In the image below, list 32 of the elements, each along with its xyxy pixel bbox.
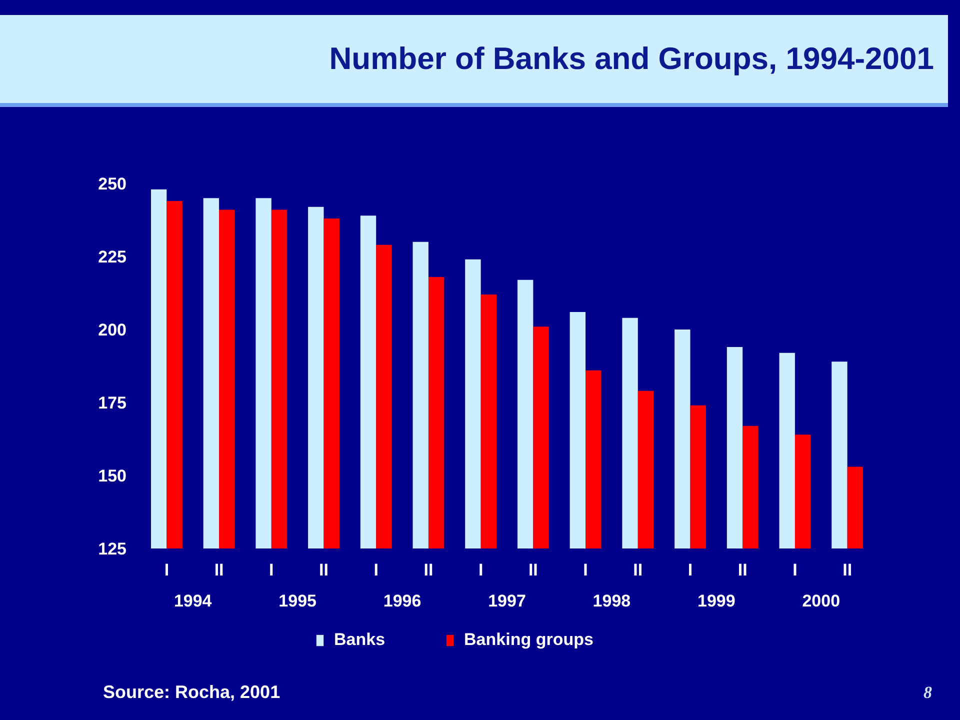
y-tick-label: 175 bbox=[98, 394, 127, 412]
text: 2000 bbox=[802, 592, 840, 610]
x-tick-label: II bbox=[633, 560, 643, 580]
text: 1999 bbox=[698, 592, 736, 610]
text: 1994 bbox=[174, 592, 212, 610]
y-tick-label: 125 bbox=[98, 540, 127, 558]
legend-label: Banks bbox=[334, 630, 386, 650]
text: 8 bbox=[924, 682, 932, 704]
x-tick-label: I bbox=[792, 560, 798, 580]
source-note: Source: Rocha, 2001 bbox=[103, 681, 280, 704]
x-tick-label: II bbox=[424, 560, 434, 580]
text: 1995 bbox=[278, 592, 316, 610]
x-tick-label: I bbox=[688, 560, 693, 580]
x-tick-label: II bbox=[319, 560, 328, 580]
x-tick-label: I bbox=[374, 560, 378, 580]
x-tick-label: II bbox=[214, 560, 224, 580]
x-tick-label: II bbox=[738, 560, 748, 580]
text: 1998 bbox=[592, 592, 631, 610]
text: 1996 bbox=[383, 592, 422, 610]
x-tick-label: I bbox=[583, 560, 588, 580]
y-tick-label: 200 bbox=[98, 320, 127, 340]
text: 1997 bbox=[488, 592, 526, 610]
x-tick-label: I bbox=[478, 560, 484, 580]
y-tick-label: 250 bbox=[98, 174, 127, 194]
x-tick-label: II bbox=[528, 560, 538, 580]
x-tick-label: I bbox=[269, 560, 274, 580]
legend-label: Banking groups bbox=[464, 630, 594, 650]
y-tick-label: 225 bbox=[98, 248, 127, 266]
y-tick-label: 150 bbox=[98, 466, 127, 486]
chart-title: Number of Banks and Groups, 1994-2001 bbox=[329, 40, 935, 78]
x-tick-label: II bbox=[842, 560, 852, 580]
x-tick-label: I bbox=[164, 560, 170, 580]
